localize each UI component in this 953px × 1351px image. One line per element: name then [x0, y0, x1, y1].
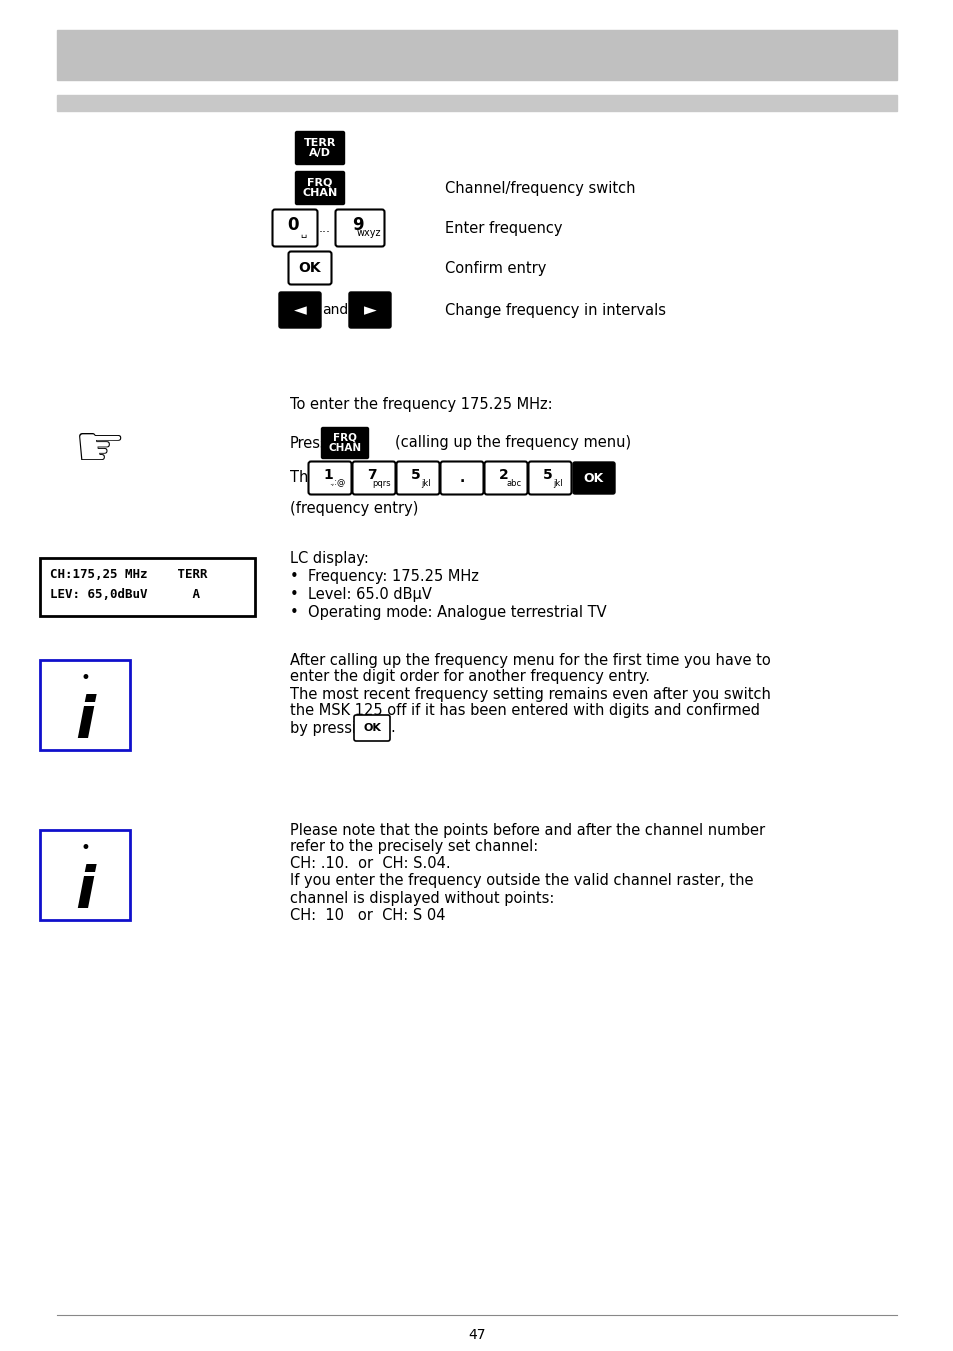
FancyBboxPatch shape — [295, 131, 344, 165]
Text: i: i — [75, 863, 95, 920]
Text: enter the digit order for another frequency entry.: enter the digit order for another freque… — [290, 670, 649, 685]
Text: ␣: ␣ — [299, 228, 306, 238]
Text: Channel/frequency switch: Channel/frequency switch — [444, 181, 635, 196]
Text: (frequency entry): (frequency entry) — [290, 500, 418, 516]
Text: The most recent frequency setting remains even after you switch: The most recent frequency setting remain… — [290, 686, 770, 701]
Bar — [57, 95, 896, 111]
Text: OK: OK — [298, 261, 321, 276]
Text: and: and — [321, 303, 348, 317]
FancyBboxPatch shape — [288, 251, 331, 285]
Text: ...: ... — [318, 222, 331, 235]
Text: 47: 47 — [468, 1328, 485, 1342]
Text: 7: 7 — [367, 467, 376, 482]
Text: TERR
A/D: TERR A/D — [303, 138, 335, 158]
Bar — [40, 661, 130, 750]
Text: 0: 0 — [287, 216, 298, 234]
Text: 9: 9 — [352, 216, 363, 234]
Text: 1: 1 — [323, 467, 333, 482]
FancyBboxPatch shape — [278, 292, 320, 328]
Text: wxyz: wxyz — [356, 228, 380, 238]
FancyBboxPatch shape — [573, 462, 615, 494]
FancyBboxPatch shape — [295, 172, 344, 204]
Text: .: . — [390, 720, 395, 735]
FancyBboxPatch shape — [396, 462, 439, 494]
Text: To enter the frequency 175.25 MHz:: To enter the frequency 175.25 MHz: — [290, 397, 552, 412]
Text: •  Frequency: 175.25 MHz: • Frequency: 175.25 MHz — [290, 569, 478, 584]
Text: pqrs: pqrs — [372, 478, 391, 488]
Text: Change frequency in intervals: Change frequency in intervals — [444, 303, 665, 317]
FancyBboxPatch shape — [354, 715, 390, 740]
Text: jkl: jkl — [420, 478, 430, 488]
Text: ☞: ☞ — [73, 422, 126, 478]
FancyBboxPatch shape — [321, 427, 368, 458]
Text: CH:  10   or  CH: S 04: CH: 10 or CH: S 04 — [290, 908, 445, 923]
Text: OK: OK — [363, 723, 380, 734]
Text: LEV: 65,0dBuV      A: LEV: 65,0dBuV A — [50, 588, 200, 600]
Text: OK: OK — [583, 471, 603, 485]
Text: •: • — [80, 669, 90, 688]
Text: Enter frequency: Enter frequency — [444, 220, 562, 235]
Text: •  Level: 65.0 dBμV: • Level: 65.0 dBμV — [290, 586, 432, 601]
FancyBboxPatch shape — [528, 462, 571, 494]
Text: (calling up the frequency menu): (calling up the frequency menu) — [395, 435, 631, 450]
Text: Then: Then — [290, 470, 327, 485]
Text: ◄: ◄ — [294, 301, 306, 319]
Text: i: i — [75, 693, 95, 751]
FancyBboxPatch shape — [484, 462, 527, 494]
Text: FRQ
CHAN: FRQ CHAN — [302, 177, 337, 199]
Text: the MSK 125 off if it has been entered with digits and confirmed: the MSK 125 off if it has been entered w… — [290, 704, 760, 719]
Text: 5: 5 — [542, 467, 553, 482]
Text: jkl: jkl — [552, 478, 562, 488]
FancyBboxPatch shape — [349, 292, 391, 328]
Text: refer to the precisely set channel:: refer to the precisely set channel: — [290, 839, 537, 854]
Bar — [57, 30, 896, 80]
Text: Please note that the points before and after the channel number: Please note that the points before and a… — [290, 823, 764, 838]
Text: FRQ
CHAN: FRQ CHAN — [328, 432, 361, 454]
Text: abc: abc — [505, 478, 520, 488]
Text: by pressing: by pressing — [290, 720, 375, 735]
Text: CH:175,25 MHz    TERR: CH:175,25 MHz TERR — [50, 567, 208, 581]
Text: .,:@: .,:@ — [329, 478, 345, 488]
Text: Confirm entry: Confirm entry — [444, 261, 546, 276]
Text: After calling up the frequency menu for the first time you have to: After calling up the frequency menu for … — [290, 653, 770, 667]
Text: .: . — [459, 471, 464, 485]
Text: CH: .10.  or  CH: S.04.: CH: .10. or CH: S.04. — [290, 857, 450, 871]
Text: 2: 2 — [498, 467, 508, 482]
Text: 5: 5 — [411, 467, 420, 482]
Text: •: • — [80, 839, 90, 857]
Text: Press: Press — [290, 435, 329, 450]
Bar — [40, 558, 254, 616]
FancyBboxPatch shape — [352, 462, 395, 494]
Text: If you enter the frequency outside the valid channel raster, the: If you enter the frequency outside the v… — [290, 874, 753, 889]
Text: •  Operating mode: Analogue terrestrial TV: • Operating mode: Analogue terrestrial T… — [290, 604, 606, 620]
Text: channel is displayed without points:: channel is displayed without points: — [290, 890, 554, 905]
Text: ►: ► — [363, 301, 376, 319]
FancyBboxPatch shape — [308, 462, 351, 494]
FancyBboxPatch shape — [440, 462, 483, 494]
FancyBboxPatch shape — [273, 209, 317, 246]
FancyBboxPatch shape — [335, 209, 384, 246]
Bar — [40, 830, 130, 920]
Text: LC display:: LC display: — [290, 550, 369, 566]
